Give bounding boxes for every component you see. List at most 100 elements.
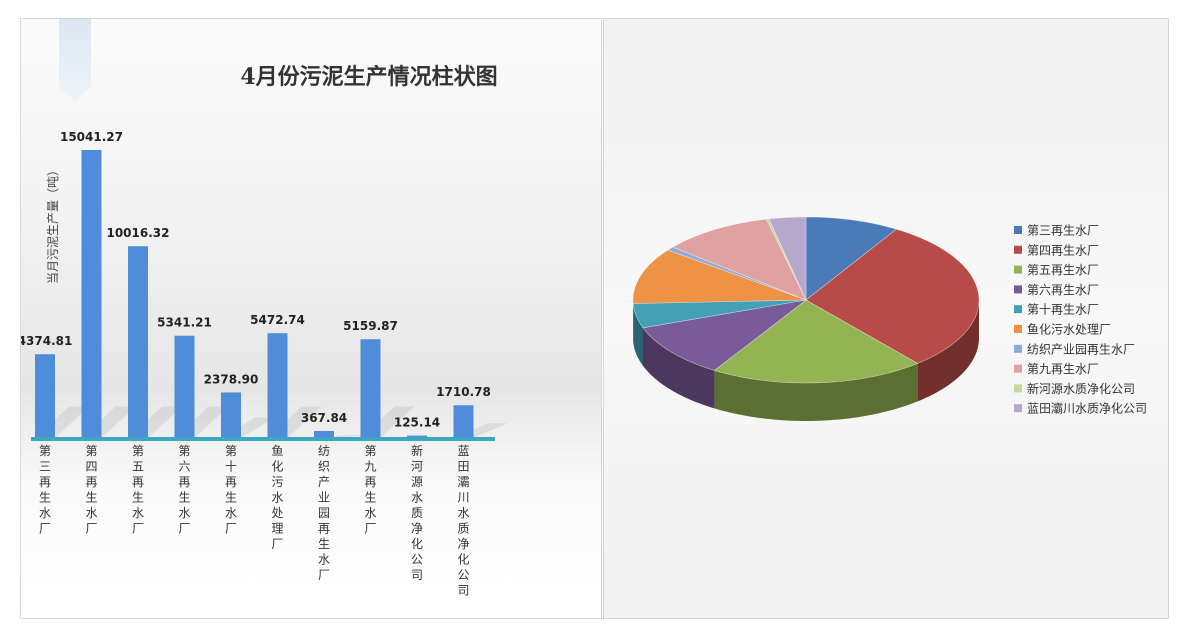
legend-entry-label: 第六再生水厂 (1027, 283, 1099, 297)
x-tick-label-char: 织 (318, 460, 330, 474)
legend-entry-label: 蓝田灞川水质净化公司 (1027, 402, 1147, 416)
legend-entry-label: 第三再生水厂 (1027, 224, 1099, 238)
x-tick-label-char: 厂 (271, 537, 283, 551)
bar-chart-panel: 4月份污泥生产情况柱状图 当月污泥生产量（吨） 4374.81 第三再生水厂 150… (18, 18, 602, 619)
x-tick-label-char: 理 (271, 522, 283, 536)
bar (407, 435, 427, 438)
pie-slice (632, 249, 807, 304)
x-tick-label-char: 第 (39, 444, 51, 458)
x-tick-label-char: 公 (457, 568, 469, 582)
bar (314, 430, 334, 438)
x-tick-label-char: 生 (132, 491, 144, 505)
x-tick-label-char: 司 (457, 584, 469, 598)
x-tick-label-char: 鱼 (271, 444, 283, 458)
legend-swatch (1014, 344, 1022, 353)
bar-value-label: 5341.21 (157, 316, 212, 330)
legend-swatch (1014, 404, 1022, 413)
x-tick-label-char: 水 (132, 506, 144, 520)
x-tick-label-char: 化 (457, 553, 469, 567)
x-tick-label-char: 水 (225, 506, 237, 520)
pie-chart-panel: 第三再生水厂 第四再生水厂 第五再生水厂 第六再生水厂 第十再生水厂 鱼化污水处理厂 纺织产… (603, 18, 1169, 619)
x-tick-label-char: 水 (364, 506, 376, 520)
legend-swatch (1014, 364, 1022, 373)
x-tick-label-char: 产 (318, 475, 330, 489)
x-tick-label-char: 厂 (225, 522, 237, 536)
x-tick-label-char: 第 (364, 444, 376, 458)
bar-value-label: 5472.74 (250, 313, 305, 327)
bar (174, 335, 195, 438)
pie-slice-side (917, 300, 979, 402)
bar-value-label: 1710.78 (436, 385, 491, 399)
x-tick-label-char: 园 (318, 506, 330, 520)
x-tick-label-char: 川 (457, 491, 469, 505)
pie-slice (805, 216, 898, 301)
x-tick-label-char: 生 (225, 491, 237, 505)
x-tick-label-char: 源 (411, 475, 423, 489)
x-tick-label-char: 水 (271, 491, 283, 505)
x-tick-label-char: 化 (411, 537, 423, 551)
x-tick-label-char: 司 (411, 568, 423, 582)
x-tick-label-char: 水 (411, 491, 423, 505)
legend-entry-label: 纺织产业园再生水厂 (1027, 342, 1135, 356)
x-tick-label-char: 蓝 (457, 444, 469, 458)
x-tick-label-char: 河 (411, 460, 423, 474)
x-tick-label-char: 污 (271, 475, 283, 489)
bar (453, 405, 474, 438)
pie-slice-side (633, 303, 643, 366)
x-tick-label-char: 再 (132, 475, 144, 489)
x-tick-label-char: 厂 (178, 522, 190, 536)
bar (35, 354, 55, 438)
legend-entry-label: 鱼化污水处理厂 (1027, 323, 1111, 337)
legend-swatch (1014, 384, 1022, 393)
x-tick-label-char: 六 (178, 460, 190, 474)
pie-slice (672, 218, 807, 301)
x-tick-label-char: 厂 (39, 522, 51, 536)
bar (81, 150, 102, 438)
pie-slice (805, 228, 980, 364)
x-tick-label-char: 第 (225, 444, 237, 458)
legend-swatch (1014, 305, 1022, 314)
legend-swatch (1014, 245, 1022, 254)
x-tick-label-char: 第 (85, 444, 97, 458)
x-tick-label-char: 生 (85, 491, 97, 505)
bar-value-label: 2378.90 (204, 372, 259, 386)
pie-slice (768, 216, 807, 301)
x-tick-label-char: 水 (178, 506, 190, 520)
x-tick-label-char: 第 (132, 444, 144, 458)
legend-swatch (1014, 226, 1022, 234)
x-tick-label-char: 再 (318, 522, 330, 536)
x-tick-label-char: 第 (178, 444, 190, 458)
pie-chart: 第三再生水厂第四再生水厂第五再生水厂第六再生水厂第十再生水厂鱼化污水处理厂纺织产… (632, 216, 1147, 421)
x-tick-label-char: 九 (364, 460, 376, 474)
bar-value-label: 125.14 (394, 416, 440, 430)
x-tick-label-char: 再 (85, 475, 97, 489)
legend-entry-label: 新河源水质净化公司 (1027, 381, 1135, 396)
x-tick-label-char: 水 (318, 553, 330, 567)
legend-swatch (1014, 265, 1022, 274)
bar-chart: 4月份污泥生产情况柱状图 当月污泥生产量（吨） 4374.81第三再生水厂150… (18, 19, 508, 598)
x-tick-label-char: 厂 (364, 522, 376, 536)
y-axis-label: 当月污泥生产量（吨） (46, 164, 60, 284)
x-tick-label-char: 新 (411, 443, 423, 458)
x-tick-label-char: 水 (457, 506, 469, 520)
x-tick-label-char: 业 (318, 491, 330, 505)
x-tick-label-char: 公 (411, 553, 423, 567)
bar (128, 246, 148, 438)
legend-swatch (1014, 285, 1022, 294)
x-tick-label-char: 厂 (318, 568, 330, 582)
x-tick-label-char: 灞 (457, 475, 469, 489)
x-tick-label-char: 净 (411, 522, 423, 536)
x-tick-label-char: 质 (411, 506, 423, 520)
x-tick-label-char: 纺 (318, 444, 330, 458)
x-tick-label-char: 四 (85, 460, 97, 474)
bar (360, 339, 381, 438)
bar-value-label: 4374.81 (21, 334, 72, 348)
pie-slice-side (643, 327, 715, 409)
bar (267, 333, 288, 438)
bar-chart-title: 4月份污泥生产情况柱状图 (240, 64, 497, 90)
x-tick-label-char: 十 (225, 460, 237, 474)
x-tick-label-char: 处 (271, 506, 283, 520)
x-tick-label-char: 水 (85, 506, 97, 520)
legend-entry-label: 第四再生水厂 (1027, 243, 1099, 257)
x-tick-label-char: 厂 (85, 522, 97, 536)
